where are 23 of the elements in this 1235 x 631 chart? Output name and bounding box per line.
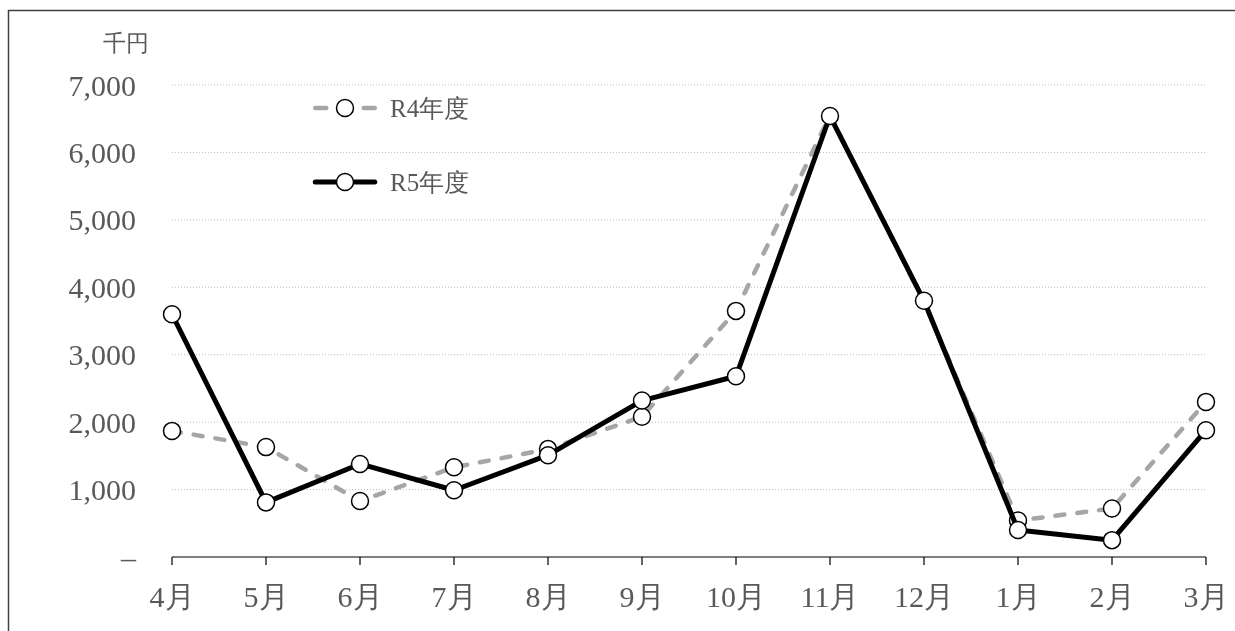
- y-tick-label: 2,000: [68, 405, 136, 439]
- legend-label: R5年度: [390, 168, 470, 196]
- y-tick-label: –: [121, 540, 136, 574]
- x-tick-label: 4月: [149, 579, 195, 613]
- x-tick-label: 2月: [1089, 579, 1135, 613]
- y-tick-label: 6,000: [68, 135, 136, 169]
- x-tick-label: 12月: [894, 579, 954, 613]
- y-tick-label: 3,000: [68, 338, 136, 372]
- x-tick-label: 6月: [337, 579, 383, 613]
- x-tick-label: 7月: [431, 579, 477, 613]
- x-tick-label: 8月: [525, 579, 571, 613]
- x-tick-label: 9月: [619, 579, 665, 613]
- x-tick-label: 5月: [243, 579, 289, 613]
- ylabel: 千円: [103, 30, 149, 56]
- y-tick-label: 1,000: [68, 473, 136, 507]
- y-tick-label: 5,000: [68, 203, 136, 237]
- x-tick-label: 10月: [706, 579, 766, 613]
- y-tick-label: 7,000: [68, 68, 136, 102]
- y-tick-label: 4,000: [68, 270, 136, 304]
- x-tick-label: 11月: [800, 579, 860, 613]
- x-tick-label: 1月: [995, 579, 1041, 613]
- legend-label: R4年度: [390, 94, 470, 122]
- x-tick-label: 3月: [1183, 579, 1229, 613]
